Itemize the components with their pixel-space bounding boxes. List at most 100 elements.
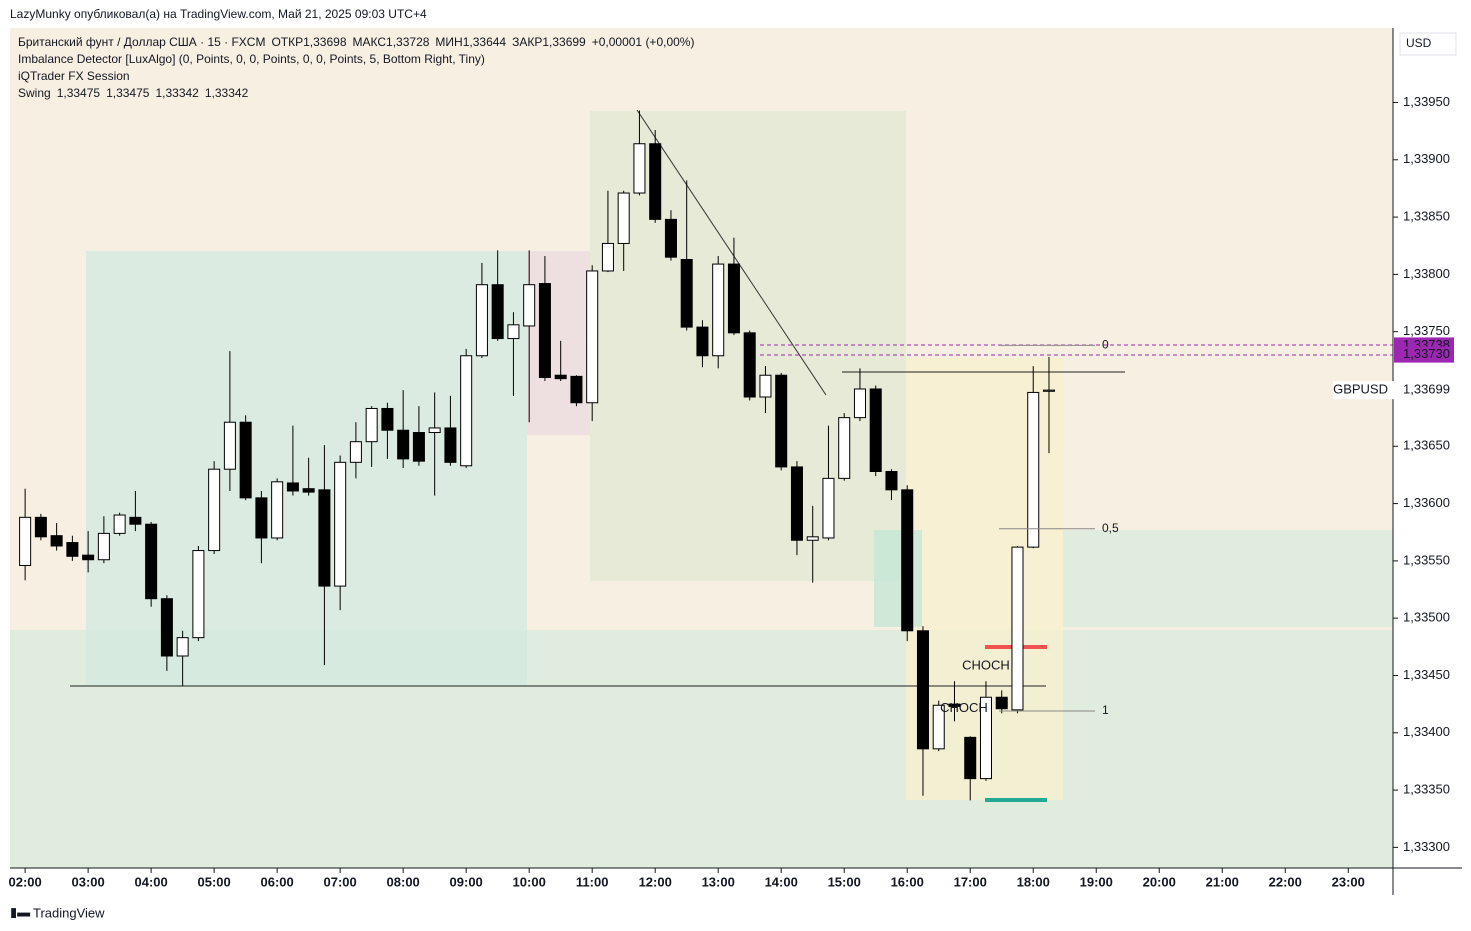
x-tick-label: 08:00 [387, 874, 420, 889]
chart-title: Британский фунт / Доллар США · 15 · FXCM [18, 35, 265, 49]
candle-body [239, 421, 252, 499]
candle-body [554, 374, 567, 380]
ohlc-stat: ЗАКР1,33699 [512, 35, 586, 49]
y-tick-label: 1,33350 [1403, 782, 1450, 797]
candle-body [869, 388, 882, 472]
y-tick-label: 1,33600 [1403, 495, 1450, 510]
candle-body [412, 432, 425, 462]
y-tick-label: 1,33650 [1403, 438, 1450, 453]
trend-line [636, 109, 827, 396]
price-axis [1393, 28, 1462, 868]
swing-name: Swing [18, 86, 51, 100]
x-tick-label: 18:00 [1017, 874, 1050, 889]
ohlc-stat: МИН1,33644 [435, 35, 506, 49]
y-tick-label: 1,33400 [1403, 724, 1450, 739]
candle-body [334, 461, 347, 587]
ohlc-stat: ОТКР1,33698 [271, 35, 346, 49]
x-tick-label: 11:00 [576, 874, 609, 889]
footer: ▮▬ TradingView [10, 904, 105, 920]
candle-body [664, 218, 677, 258]
candle-body [160, 598, 173, 657]
y-tick-label: 1,33900 [1403, 151, 1450, 166]
candle-body [649, 143, 662, 220]
x-tick-label: 12:00 [639, 874, 672, 889]
candle-body [82, 554, 95, 561]
ohlc-stat: +0,00001 (+0,00%) [592, 35, 695, 49]
logo: ▮▬ [10, 904, 30, 919]
x-tick-label: 23:00 [1332, 874, 1365, 889]
candle-body [208, 468, 221, 552]
candle-body [1011, 546, 1024, 711]
candle-body [822, 477, 835, 539]
candle-body [995, 696, 1008, 710]
x-tick-label: 06:00 [261, 874, 294, 889]
fib-label: 0,5 [1102, 521, 1119, 535]
candle-body [853, 388, 866, 419]
candle-body [302, 488, 315, 493]
candle-body [633, 143, 646, 194]
candle-body [948, 703, 961, 707]
swing-value: 1,33342 [205, 86, 249, 100]
candle-body [365, 407, 378, 443]
price-label: 1,33730 [1403, 346, 1450, 361]
axes: 1,33300 1,33350 1,33400 1,33450 1,33500 1,335… [8, 94, 1458, 889]
x-tick-label: 03:00 [72, 874, 105, 889]
candle-body [66, 542, 79, 557]
candle-body [507, 324, 520, 340]
candle-body [286, 482, 299, 492]
candle-body [176, 637, 189, 657]
candle-body [129, 516, 142, 525]
symbol-price: 1,33699 [1403, 382, 1450, 397]
candle-body [979, 696, 992, 780]
candle-body [523, 284, 536, 327]
y-tick-label: 1,33300 [1403, 839, 1450, 854]
x-tick-label: 14:00 [765, 874, 798, 889]
candle-body [192, 550, 205, 639]
candle-body [34, 516, 47, 538]
symbol-box [1333, 381, 1458, 400]
y-tick-label: 1,33850 [1403, 209, 1450, 224]
swing-value: 1,33475 [106, 86, 150, 100]
candle-body [460, 355, 473, 467]
x-tick-label: 04:00 [135, 874, 168, 889]
zone [1063, 530, 1393, 627]
candle-body [586, 270, 599, 404]
annotation: CHOCH [962, 658, 1010, 673]
candle-body [428, 427, 441, 434]
x-tick-label: 22:00 [1269, 874, 1302, 889]
swing-value: 1,33475 [57, 86, 101, 100]
candle-body [318, 489, 331, 587]
x-tick-label: 17:00 [954, 874, 987, 889]
candle-body [790, 466, 803, 541]
candle-body [696, 326, 709, 357]
x-tick-label: 02:00 [8, 874, 41, 889]
candle-body [964, 736, 977, 780]
candle-body [570, 375, 583, 404]
candle-body [759, 374, 772, 398]
candle-body [491, 284, 504, 340]
candle-body [727, 263, 740, 334]
x-tick-label: 09:00 [450, 874, 483, 889]
candle-body [538, 283, 551, 379]
currency-box[interactable] [1399, 32, 1457, 56]
fib-label: 0 [1102, 338, 1109, 352]
zone [86, 251, 527, 686]
candle-body [381, 407, 394, 431]
candle-body [475, 284, 488, 357]
footer-brand: TradingView [33, 905, 105, 920]
x-tick-label: 20:00 [1143, 874, 1176, 889]
candle-body [271, 481, 284, 539]
candle-body [601, 242, 614, 272]
candle-body [838, 417, 851, 479]
swing-value: 1,33342 [155, 86, 199, 100]
x-tick-label: 13:00 [702, 874, 735, 889]
candle-body [19, 516, 32, 566]
fib-label: 1 [1102, 703, 1109, 717]
x-tick-label: 05:00 [198, 874, 231, 889]
currency[interactable]: USD [1406, 36, 1432, 50]
y-tick-label: 1,33800 [1403, 266, 1450, 281]
candle-body [444, 427, 457, 463]
candle-body [255, 497, 268, 539]
